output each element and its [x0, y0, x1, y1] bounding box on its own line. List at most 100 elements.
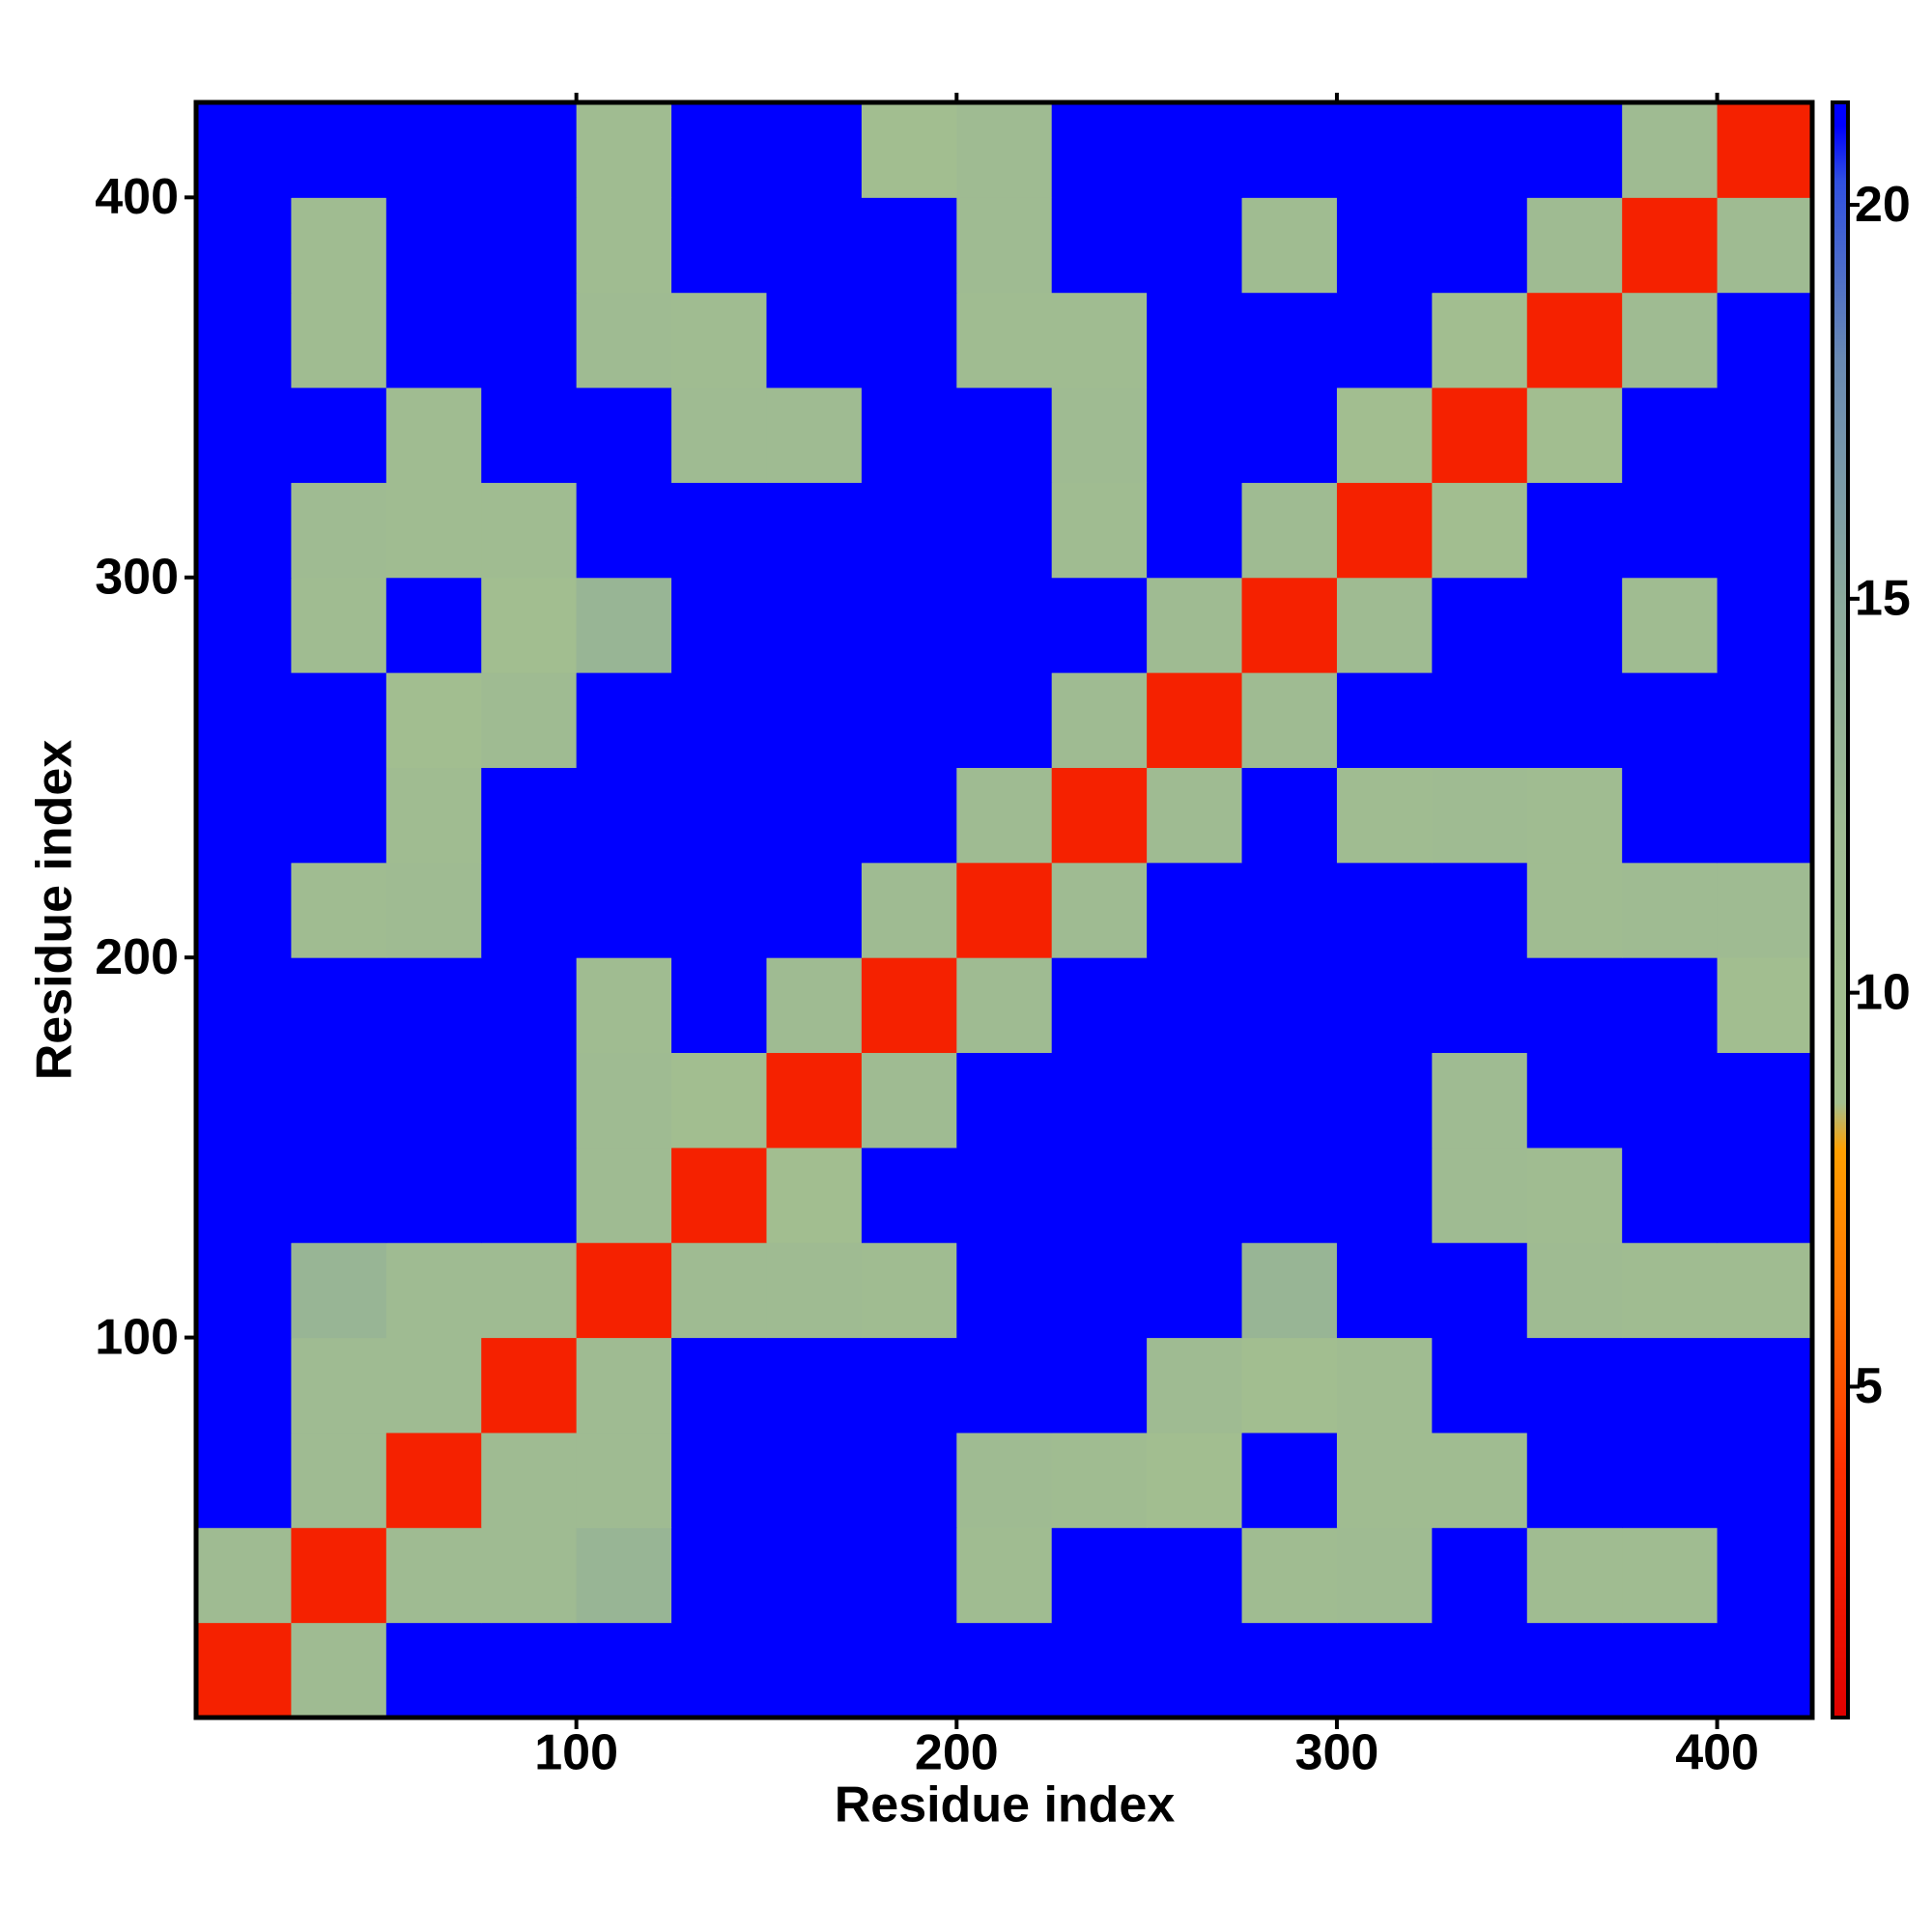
cell [1622, 767, 1719, 864]
cell [956, 1337, 1053, 1434]
cell [1622, 1337, 1719, 1434]
cell [1432, 862, 1528, 958]
cell [1717, 1337, 1813, 1434]
y-axis-label: Residue index [27, 740, 83, 1081]
cell [576, 197, 672, 294]
cell [1432, 957, 1528, 1054]
cell [385, 577, 482, 673]
cell [766, 1527, 863, 1624]
cell [1147, 102, 1243, 198]
cell [385, 292, 482, 388]
cell [766, 1052, 863, 1149]
cell [1432, 1337, 1528, 1434]
cell [1526, 862, 1623, 958]
cell [291, 102, 387, 198]
cell [1051, 672, 1148, 768]
cell [1147, 957, 1243, 1054]
cell [576, 1432, 672, 1528]
cell [1241, 102, 1338, 198]
cell [766, 482, 863, 579]
cell [1622, 292, 1719, 388]
cell [1717, 387, 1813, 483]
cell [1432, 1242, 1528, 1339]
cell [196, 1527, 292, 1624]
cell [576, 102, 672, 198]
cell [1147, 1242, 1243, 1339]
cell [956, 1432, 1053, 1528]
cell [1336, 1052, 1433, 1149]
cell [1147, 1147, 1243, 1243]
cell [1526, 102, 1623, 198]
cell [196, 672, 292, 768]
colorbar-tick-label: 5 [1855, 1358, 1883, 1414]
cell [1717, 862, 1813, 958]
cell [481, 387, 578, 483]
cell [196, 1622, 292, 1719]
cell [196, 1337, 292, 1434]
cell [1241, 1052, 1338, 1149]
cell [1432, 767, 1528, 864]
cell [576, 1527, 672, 1624]
cell [576, 1242, 672, 1339]
cell [196, 767, 292, 864]
cell [1526, 1337, 1623, 1434]
cell [576, 1337, 672, 1434]
cell [956, 482, 1053, 579]
cell [291, 292, 387, 388]
cell [1526, 1432, 1623, 1528]
cell [956, 292, 1053, 388]
cell [766, 1622, 863, 1719]
cell [1717, 577, 1813, 673]
cell [1147, 387, 1243, 483]
x-axis-label: Residue index [835, 1777, 1176, 1833]
cell [861, 767, 957, 864]
cell [1147, 1527, 1243, 1624]
cell [1622, 957, 1719, 1054]
cell [385, 1242, 482, 1339]
cell [1336, 482, 1433, 579]
cell [385, 862, 482, 958]
cell [861, 957, 957, 1054]
cell [576, 482, 672, 579]
cell [291, 577, 387, 673]
cell [1526, 292, 1623, 388]
cell [1336, 1242, 1433, 1339]
cell [1622, 1242, 1719, 1339]
heatmap [196, 102, 1813, 1719]
cell [1336, 767, 1433, 864]
cell [1717, 957, 1813, 1054]
cell [861, 1432, 957, 1528]
cell [671, 577, 767, 673]
cell [766, 767, 863, 864]
cell [1051, 102, 1148, 198]
cell [1147, 197, 1243, 294]
cell [576, 1052, 672, 1149]
cell [481, 672, 578, 768]
cell [671, 1052, 767, 1149]
cell [671, 1147, 767, 1243]
cell [1432, 102, 1528, 198]
cell [481, 482, 578, 579]
cell [1526, 1622, 1623, 1719]
cell [1051, 577, 1148, 673]
cell [861, 197, 957, 294]
cell [1622, 1147, 1719, 1243]
cell [861, 672, 957, 768]
cell [1241, 1242, 1338, 1339]
cell [1717, 197, 1813, 294]
cell [385, 387, 482, 483]
cell [766, 387, 863, 483]
cell [1051, 862, 1148, 958]
cell [1622, 482, 1719, 579]
cell [1051, 767, 1148, 864]
cell [196, 387, 292, 483]
cell [671, 102, 767, 198]
cell [1241, 767, 1338, 864]
cell [291, 862, 387, 958]
cell [956, 1147, 1053, 1243]
cell [385, 767, 482, 864]
cell [1717, 1242, 1813, 1339]
cell [1336, 1337, 1433, 1434]
cell [196, 1242, 292, 1339]
cell [1147, 1432, 1243, 1528]
